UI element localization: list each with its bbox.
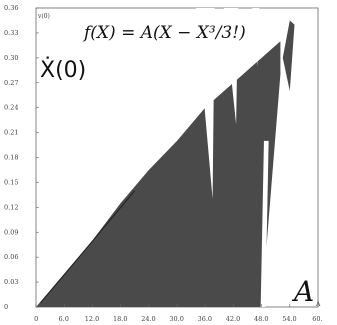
- y-tick-label: 0.18: [4, 154, 18, 162]
- y-axis-small-label: v(0): [37, 13, 50, 20]
- y-tick-label: 0.24: [4, 104, 18, 112]
- y-tick-label: 0.30: [4, 54, 18, 62]
- notch: [224, 8, 239, 125]
- x-tick-label: 6.0: [59, 315, 69, 323]
- upper-band: [282, 20, 295, 92]
- gap: [260, 140, 269, 307]
- y-tick-label: 0.21: [4, 129, 18, 137]
- y-tick-label: 0.27: [4, 79, 18, 87]
- x-tick-labels: 0 6.0 12.0 18.0 24.0 30.0 36.0 42.0 48.0 54.0 60.: [34, 304, 323, 323]
- y-tick-label: 0: [4, 303, 8, 311]
- y-tick-label: 0.36: [4, 4, 18, 12]
- y-tick-label: 0.09: [4, 228, 18, 236]
- x-tick-label: 12.0: [85, 315, 99, 323]
- x-axis-title: A: [291, 275, 314, 308]
- x-tick-label: 24.0: [141, 315, 155, 323]
- y-tick-label: 0.06: [4, 253, 18, 261]
- x-tick-label: 60.: [312, 315, 322, 323]
- y-tick-label: 0.12: [4, 203, 18, 211]
- x-tick-label: 42.0: [226, 315, 240, 323]
- x-tick-label: 0: [34, 315, 38, 323]
- data-layer: [36, 8, 295, 307]
- y-axis-title: Ẋ(0): [40, 57, 86, 83]
- notch: [252, 8, 260, 67]
- y-tick-labels: 0 0.03 0.06 0.09 0.12 0.15 0.18 0.21 0.24 0.27 0.3…: [4, 4, 39, 311]
- x-tick-label: 48.0: [254, 315, 268, 323]
- y-tick-label: 0.33: [4, 29, 18, 37]
- y-axis-title-text: Ẋ(0): [40, 57, 86, 83]
- chart-title: f(X) = A(X − X³/3!): [82, 23, 246, 43]
- x-tick-label: 18.0: [113, 315, 127, 323]
- y-tick-label: 0.15: [4, 178, 18, 186]
- x-tick-label: 30.0: [169, 315, 183, 323]
- diagonal-line: [40, 190, 136, 304]
- x-axis-small-label: A: [315, 301, 321, 308]
- y-tick-label: 0.03: [4, 278, 18, 286]
- filled-region: [36, 41, 281, 307]
- x-tick-label: 54.0: [282, 315, 296, 323]
- notch: [195, 8, 215, 200]
- x-tick-label: 36.0: [198, 315, 212, 323]
